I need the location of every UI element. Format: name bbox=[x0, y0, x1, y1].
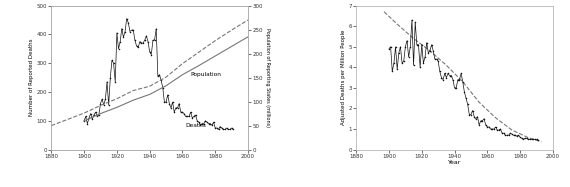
Y-axis label: Adjusted Deaths per Million People: Adjusted Deaths per Million People bbox=[341, 30, 346, 125]
Y-axis label: Number of Reported Deaths: Number of Reported Deaths bbox=[29, 39, 34, 116]
X-axis label: Year: Year bbox=[448, 160, 461, 165]
Text: Deaths: Deaths bbox=[186, 123, 206, 128]
Text: Population: Population bbox=[190, 72, 222, 77]
Y-axis label: Population of Reporting States (millions): Population of Reporting States (millions… bbox=[266, 28, 270, 127]
